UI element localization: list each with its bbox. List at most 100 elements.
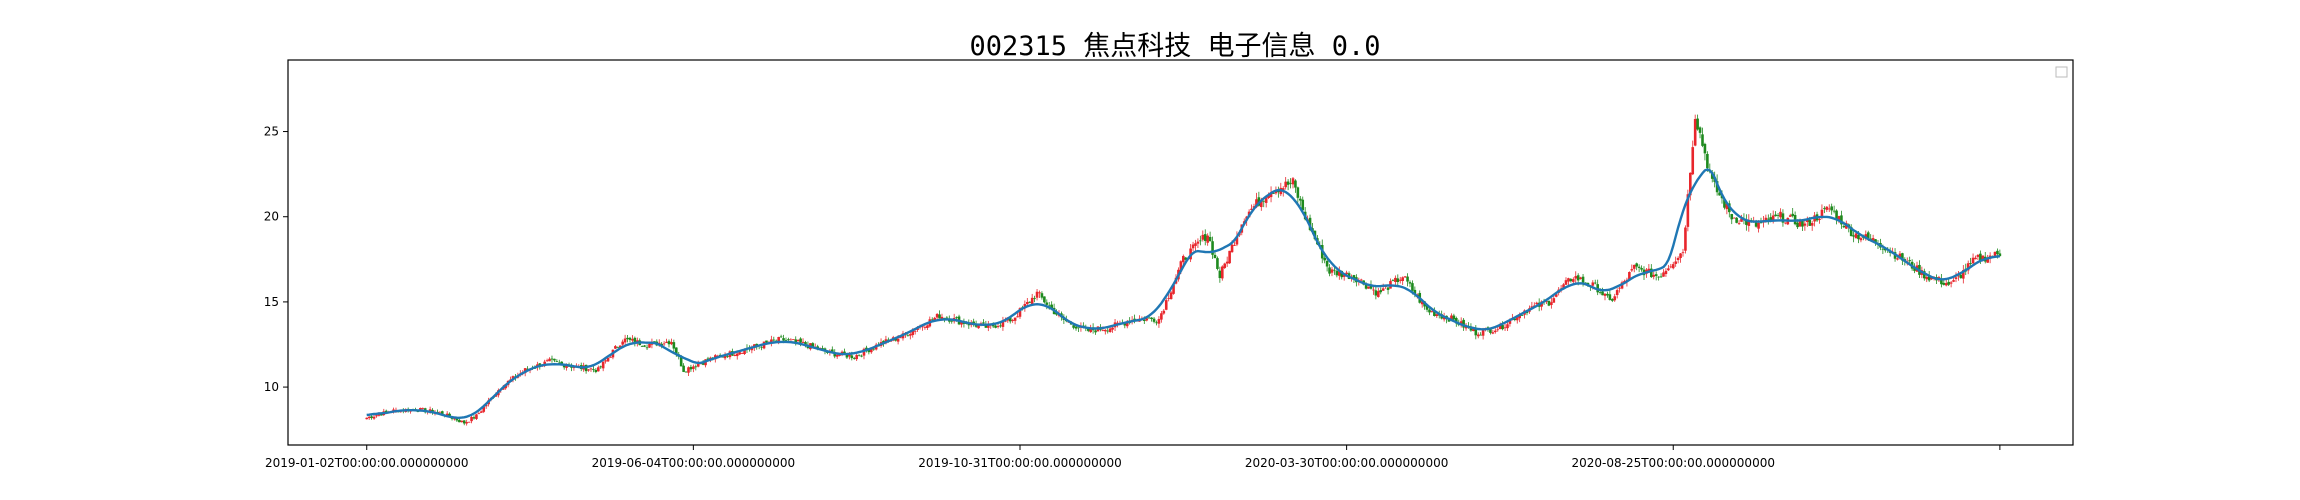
candle-body — [1969, 263, 1972, 264]
candle-body — [1925, 277, 1929, 280]
candle — [626, 335, 629, 343]
candle-body — [470, 416, 473, 422]
candle-body — [1221, 266, 1224, 279]
candle-body — [1691, 147, 1695, 175]
candle-body — [455, 417, 459, 421]
candle-body — [1993, 251, 1997, 257]
candle-body — [833, 352, 837, 357]
candle — [1969, 257, 1972, 267]
candle-body — [1330, 269, 1334, 273]
candle — [987, 320, 990, 332]
candle-body — [553, 358, 556, 361]
legend-box — [2055, 66, 2068, 78]
candle — [1662, 269, 1665, 277]
candle — [726, 355, 729, 358]
candle-body — [594, 369, 598, 373]
candle-body — [672, 342, 676, 349]
candle-body — [1152, 318, 1156, 322]
candle-body — [923, 327, 927, 328]
candle-body — [1413, 289, 1417, 295]
candle-body — [380, 413, 383, 416]
candle-body — [440, 411, 444, 415]
candle-body — [1262, 200, 1266, 202]
candle — [1296, 186, 1300, 203]
candle — [1959, 274, 1963, 279]
candle-body — [1706, 153, 1709, 169]
candle-body — [1852, 235, 1855, 237]
candle — [550, 355, 554, 363]
candle-body — [1203, 234, 1207, 241]
candle — [1974, 255, 1977, 260]
candle-body — [1216, 258, 1219, 269]
candle — [1169, 290, 1173, 300]
candle — [1698, 126, 1702, 139]
candle — [1330, 266, 1334, 277]
candle — [1394, 275, 1397, 286]
candle — [1040, 291, 1044, 300]
candle-body — [1913, 267, 1916, 271]
candle — [555, 359, 559, 363]
candle — [909, 331, 912, 340]
candle — [1696, 114, 1699, 131]
candle-body — [1116, 322, 1119, 324]
candle — [1684, 225, 1687, 254]
candle-body — [1740, 218, 1743, 222]
candle — [1825, 206, 1829, 213]
candle — [1372, 285, 1375, 295]
candle — [1201, 230, 1205, 242]
candle-body — [1338, 271, 1341, 276]
candle — [1730, 213, 1734, 225]
candle-body — [1164, 300, 1168, 310]
candle — [367, 415, 371, 420]
candle-body — [1759, 222, 1763, 224]
candle — [1035, 288, 1039, 301]
candle — [1671, 261, 1675, 270]
candle-body — [1289, 182, 1292, 184]
candle-body — [1208, 236, 1212, 242]
candle — [1613, 293, 1617, 302]
candle-body — [1630, 269, 1634, 271]
candle-body — [1796, 222, 1799, 228]
candle — [1776, 212, 1780, 219]
candle-body — [1849, 226, 1853, 237]
candle-body — [1835, 210, 1838, 221]
candle — [1830, 203, 1833, 215]
candle-body — [1111, 327, 1114, 330]
candle-body — [1513, 318, 1517, 320]
candle-body — [1784, 222, 1787, 224]
candle-body — [1674, 261, 1677, 264]
candle-body — [1408, 282, 1412, 284]
candle-body — [830, 349, 834, 352]
candle-body — [1535, 302, 1539, 305]
candle-body — [1150, 317, 1153, 320]
candle-body — [1472, 328, 1475, 332]
candle-body — [987, 324, 990, 328]
candle-body — [1520, 315, 1524, 316]
y-tick-label: 15 — [264, 295, 279, 309]
candle-body — [428, 409, 432, 412]
candle-body — [1296, 187, 1300, 198]
candle-body — [1108, 328, 1112, 333]
candle-body — [779, 336, 783, 338]
y-tick-label: 25 — [264, 125, 279, 139]
candle-body — [1250, 208, 1253, 211]
candle-body — [1701, 134, 1704, 146]
candle — [1111, 326, 1114, 333]
candle-body — [692, 366, 695, 369]
candle-body — [1474, 327, 1478, 336]
candle-body — [1001, 320, 1005, 327]
candle-body — [1613, 296, 1617, 301]
candle — [1564, 277, 1568, 285]
candle-body — [1515, 317, 1519, 321]
candle-body — [372, 416, 376, 419]
candle-body — [1213, 254, 1217, 259]
candle-body — [1871, 238, 1875, 242]
candle-body — [465, 422, 468, 424]
candle — [662, 341, 666, 346]
candle — [1832, 205, 1836, 214]
candle-body — [896, 338, 900, 342]
candle-body — [1286, 181, 1290, 185]
candle-body — [835, 354, 839, 357]
candle — [672, 339, 676, 352]
